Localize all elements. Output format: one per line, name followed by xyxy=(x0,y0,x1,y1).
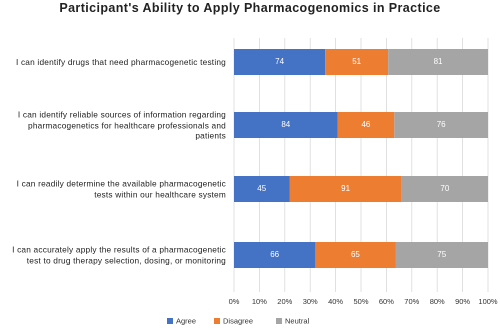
legend-swatch xyxy=(214,318,220,324)
bar-segment xyxy=(234,112,338,138)
chart-title: Participant's Ability to Apply Pharmacog… xyxy=(59,1,441,15)
legend-label: Agree xyxy=(176,316,196,325)
x-tick-label: 100% xyxy=(478,297,498,306)
bar-segment xyxy=(337,112,395,138)
data-label: 66 xyxy=(270,250,279,259)
data-label: 45 xyxy=(257,184,266,193)
x-tick-label: 80% xyxy=(430,297,445,306)
x-tick-label: 20% xyxy=(277,297,292,306)
bar-segment xyxy=(401,176,488,202)
x-tick-label: 70% xyxy=(404,297,419,306)
data-label: 74 xyxy=(275,57,284,66)
category-label: I can identify reliable sources of infor… xyxy=(17,109,226,141)
data-label: 76 xyxy=(437,120,446,129)
x-tick-label: 90% xyxy=(455,297,470,306)
bar-segment xyxy=(325,49,389,75)
x-tick-label: 60% xyxy=(379,297,394,306)
data-label: 46 xyxy=(361,120,370,129)
bar-segment xyxy=(388,49,488,75)
bar-segment xyxy=(234,176,290,202)
data-label: 65 xyxy=(351,250,360,259)
bar-segment xyxy=(394,112,488,138)
x-tick-label: 30% xyxy=(303,297,318,306)
bar-segment xyxy=(315,242,396,268)
bar-segment xyxy=(234,49,326,75)
legend-swatch xyxy=(167,318,173,324)
data-label: 75 xyxy=(437,250,446,259)
data-label: 91 xyxy=(341,184,350,193)
x-tick-label: 10% xyxy=(252,297,267,306)
x-tick-label: 0% xyxy=(229,297,240,306)
legend-label: Disagree xyxy=(223,316,253,325)
data-label: 81 xyxy=(434,57,443,66)
category-label: I can accurately apply the results of a … xyxy=(12,244,226,266)
x-tick-label: 50% xyxy=(353,297,368,306)
category-label: I can identify drugs that need pharmacog… xyxy=(15,56,226,67)
x-tick-label: 40% xyxy=(328,297,343,306)
bar-segment xyxy=(289,176,402,202)
data-label: 51 xyxy=(352,57,361,66)
legend-label: Neutral xyxy=(285,316,310,325)
data-label: 84 xyxy=(281,120,290,129)
bar-segment xyxy=(395,242,488,268)
bar-segment xyxy=(234,242,316,268)
legend-swatch xyxy=(276,318,282,324)
category-label: I can readily determine the available ph… xyxy=(16,178,226,200)
data-label: 70 xyxy=(440,184,449,193)
